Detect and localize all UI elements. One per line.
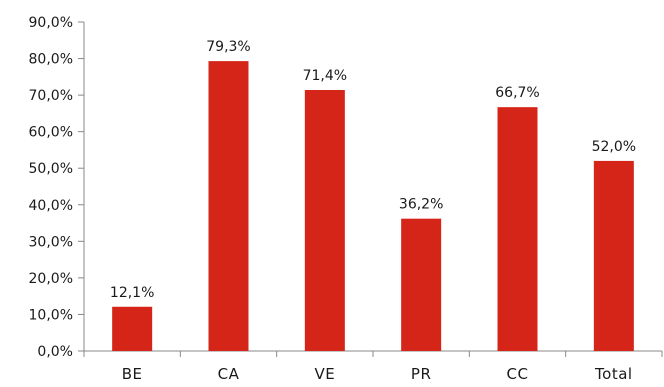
y-tick-label: 50,0%: [29, 161, 73, 177]
x-axis: BE CA VE PR CC Total: [83, 350, 663, 383]
y-tick-label: 60,0%: [29, 125, 73, 141]
bar-total: [593, 160, 634, 351]
x-tick-label-be: BE: [122, 365, 143, 383]
bars: [112, 61, 634, 352]
y-tick-label: 40,0%: [29, 198, 73, 214]
bar-pr: [401, 218, 442, 351]
y-tick-label: 20,0%: [29, 271, 73, 287]
bar-cc: [497, 107, 538, 352]
bar-ve: [304, 89, 345, 351]
data-label-total: 52,0%: [592, 139, 636, 155]
y-tick-label: 70,0%: [29, 88, 73, 104]
y-tick-label: 80,0%: [29, 52, 73, 68]
y-axis: 0,0% 10,0% 20,0% 30,0% 40,0% 50,0% 60,0% 70,0% 8…: [29, 15, 85, 360]
bar-ca: [208, 61, 249, 352]
data-label-ve: 71,4%: [303, 68, 347, 84]
x-tick-label-total: Total: [594, 365, 633, 383]
data-label-cc: 66,7%: [495, 85, 539, 101]
y-tick-label: 10,0%: [29, 307, 73, 323]
y-tick-label: 30,0%: [29, 234, 73, 250]
data-label-ca: 79,3%: [206, 39, 250, 55]
bar-be: [112, 306, 153, 351]
x-tick-label-cc: CC: [507, 365, 529, 383]
x-tick-label-pr: PR: [411, 365, 431, 383]
x-tick-label-ve: VE: [314, 365, 335, 383]
y-tick-label: 0,0%: [37, 344, 73, 360]
y-tick-label: 90,0%: [29, 15, 73, 31]
data-label-pr: 36,2%: [399, 197, 443, 213]
data-label-be: 12,1%: [110, 285, 154, 301]
x-tick-label-ca: CA: [218, 365, 240, 383]
data-labels: 12,1% 79,3% 71,4% 36,2% 66,7% 52,0%: [110, 39, 636, 301]
